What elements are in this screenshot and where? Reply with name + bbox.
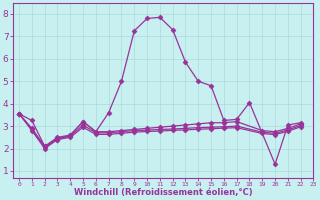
X-axis label: Windchill (Refroidissement éolien,°C): Windchill (Refroidissement éolien,°C) [74,188,252,197]
